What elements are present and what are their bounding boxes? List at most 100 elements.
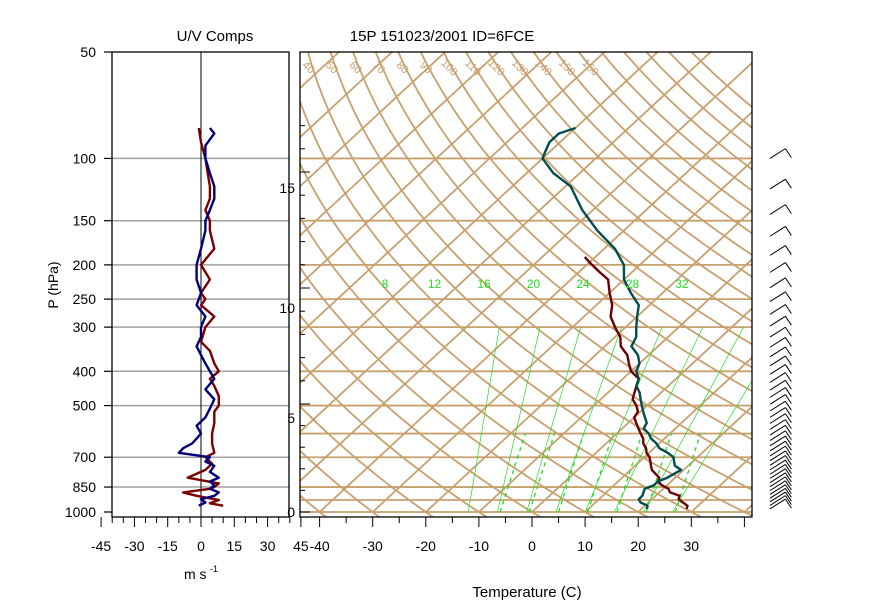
wind-barb-flag [784,379,792,390]
wind-barbs [769,148,792,510]
wind-barb-flag [784,472,792,483]
wind-barb [769,413,786,424]
wind-barb-flag [784,304,792,314]
uv-y-ticks: 50 100 150 200 250 300 400 500 700 850 1000 [65,44,112,520]
wind-barb-flag [784,204,792,214]
wind-barb-flag [784,400,792,411]
wind-barb-flag [784,326,792,337]
uv-y-tick-label: 100 [73,150,97,166]
wind-barb [769,262,786,273]
wind-barb [769,445,786,457]
uv-x-tick-label: -15 [158,538,178,554]
uv-series [177,127,224,507]
skewt-x-ticks: -40 -30 -20 -10 0 10 20 30 [309,517,745,554]
wind-barb [769,400,786,412]
wind-barb [769,484,786,495]
mixing-ratio-line [616,433,643,513]
uv-y-tick-label: 700 [73,449,97,465]
dry-adiabat [509,52,752,278]
wind-barb [769,315,786,327]
dry-adiabat [300,359,489,517]
isotherm [425,209,752,513]
uv-x-tick-label: 15 [227,538,243,554]
mixing-ratio-label: 12 [428,277,442,291]
wind-barb [769,226,786,237]
wind-barb [769,487,786,499]
wind-barb [769,379,786,391]
dewpoint-trace [541,126,683,510]
skewt-x-tick-label: 10 [577,538,593,554]
u-component-line [181,127,224,507]
wind-barb-flag [784,468,792,478]
dry-adiabat [300,266,596,517]
skewt-x-axis-label: Temperature (C) [472,584,581,600]
wind-barb [769,424,786,436]
dry-adiabat [397,52,752,393]
uv-x-tick-label: -45 [91,538,111,554]
wind-barb [769,450,786,462]
v-component-line [177,127,221,507]
mixing-ratio-label: 32 [675,277,689,291]
wind-barb-flag [784,387,792,397]
temperature-trace [583,256,689,510]
uv-y-tick-label: 300 [73,319,97,335]
dry-adiabat [622,52,752,171]
wind-barb-flag [784,262,792,272]
wind-barb-flag [784,355,792,366]
wind-barb [769,304,786,315]
dry-adiabat [577,52,752,213]
uv-y-tick-label: 150 [73,213,97,229]
wind-barb [769,495,786,506]
isotherm [690,454,752,513]
uv-y-tick-label: 400 [73,363,97,379]
wind-barb [769,387,786,398]
isotherm [798,52,887,512]
wind-barb [769,480,786,492]
isotherm [0,52,180,512]
uv-x-tick-label: 30 [260,538,276,554]
uv-panel-title: U/V Comps [177,28,254,45]
wind-barb [769,491,786,503]
isotherm [584,356,752,513]
wind-barb-flag [784,435,792,446]
dry-adiabat [352,52,752,441]
skewt-x-tick-label: -30 [363,538,383,554]
dry-adiabat [532,52,752,256]
wind-barb-flag [784,419,792,429]
uv-y-tick-label: 850 [73,479,97,495]
uv-y-tick-label: 250 [73,291,97,307]
dry-adiabat [374,52,752,417]
mixing-ratio-label: 16 [477,277,491,291]
uv-y-tick-label: 1000 [65,504,96,520]
height-tick-label: 15 [279,180,295,196]
skewt-x-tick-label: 0 [528,538,536,554]
uv-x-tick-label: -30 [124,538,144,554]
skewt-panel: 15P 151023/2001 ID=6FCE 40 50 60 70 80 90 100 1… [0,28,887,600]
moist-adiabat-line [526,327,582,513]
mixing-ratio-line [499,433,526,513]
dry-adiabat [300,98,752,517]
uv-x-ticks: -45 -30 -15 0 15 30 45 [91,517,309,554]
wind-barb [769,148,786,159]
height-ticks: 0 5 10 15 [279,125,310,520]
wind-barb-flag [784,364,792,374]
dry-adiabat [645,52,752,150]
wind-barb-flag [784,394,792,404]
wind-barb-flag [784,277,792,288]
wind-barb [769,476,786,488]
dry-adiabat [300,161,703,517]
dry-adiabat [329,52,752,466]
dry-adiabat [555,52,752,235]
isotherm [318,110,752,513]
dry-adiabat [300,494,328,517]
wind-barb-flag [784,480,792,491]
skewt-series [541,126,689,510]
height-tick-label: 0 [287,504,295,520]
isotherm [300,61,752,483]
wind-barb-flag [784,148,792,158]
mixing-ratio-label: 28 [626,277,640,291]
uv-x-axis-label-exponent: -1 [210,564,218,574]
wind-barb-flag [784,488,792,498]
skewt-x-tick-label: -40 [309,538,329,554]
